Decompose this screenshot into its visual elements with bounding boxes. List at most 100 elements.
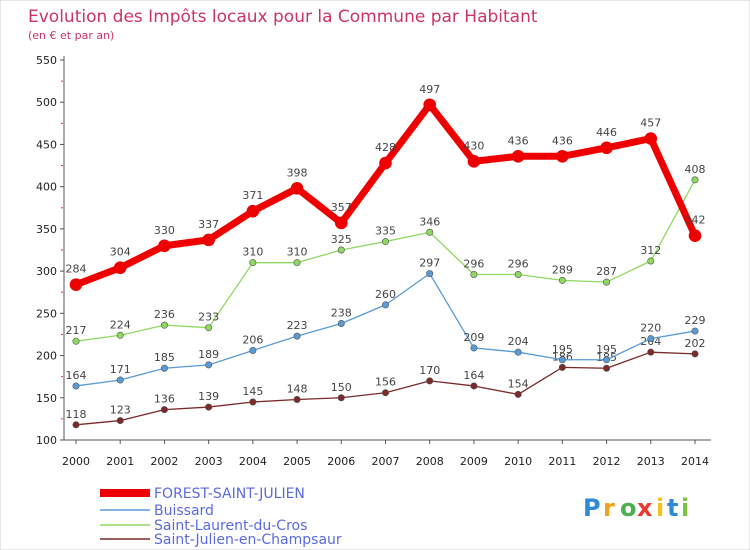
data-point	[290, 182, 304, 195]
data-label: 204	[508, 335, 529, 348]
y-tick-label: 200	[36, 350, 57, 363]
data-point	[160, 321, 168, 329]
data-point	[688, 229, 702, 242]
data-point	[603, 356, 611, 364]
data-label: 206	[242, 333, 263, 346]
data-point	[249, 346, 257, 354]
logo-letter: P	[583, 494, 601, 522]
logo-letter: t	[667, 494, 678, 522]
data-label: 220	[640, 322, 661, 335]
data-label: 436	[552, 134, 573, 147]
data-label: 357	[331, 201, 352, 214]
data-point	[558, 276, 566, 284]
x-tick-label: 2001	[106, 455, 134, 468]
data-label: 238	[331, 306, 352, 319]
data-point	[381, 301, 389, 309]
data-point	[72, 421, 80, 429]
data-point	[426, 377, 434, 385]
data-point	[511, 149, 525, 163]
chart-subtitle: (en € et par an)	[28, 29, 114, 42]
x-tick-label: 2012	[593, 455, 621, 468]
x-tick-label: 2008	[416, 455, 444, 468]
y-tick-label: 500	[36, 96, 57, 109]
data-point	[691, 176, 699, 184]
data-point	[293, 259, 301, 267]
data-label: 330	[154, 224, 175, 237]
data-point	[379, 156, 392, 170]
x-tick-label: 2009	[460, 455, 488, 468]
data-label: 398	[287, 166, 308, 179]
logo-letter: x	[637, 494, 653, 522]
data-label: 189	[198, 348, 219, 361]
data-label: 428	[375, 141, 396, 154]
data-label: 223	[287, 319, 308, 332]
data-label: 118	[66, 408, 87, 421]
data-point	[249, 259, 257, 267]
logo-letter: i	[656, 494, 664, 522]
data-label: 123	[110, 404, 131, 417]
logo-letter: i	[681, 494, 689, 522]
data-label: 304	[110, 246, 131, 259]
legend-label: Saint-Laurent-du-Cros	[154, 518, 307, 534]
data-point	[116, 331, 124, 339]
y-tick-label: 350	[36, 223, 57, 236]
data-point	[202, 233, 215, 247]
data-label: 284	[66, 263, 87, 276]
data-point	[691, 350, 699, 358]
data-label: 337	[198, 218, 219, 231]
x-tick-label: 2010	[504, 455, 532, 468]
y-tick-label: 450	[36, 138, 57, 151]
data-label: 209	[463, 331, 484, 344]
data-point	[205, 324, 213, 332]
x-tick-label: 2000	[62, 455, 90, 468]
data-label: 335	[375, 225, 396, 238]
plot-area: 100 150 200 250 300 350 400 450 500 550 2000 2001 20…	[36, 54, 711, 468]
series-forest-saint-julien: 284 304 330 337 371 398 357 428 497 430 436 436 446 4…	[66, 83, 706, 291]
data-point	[514, 270, 522, 278]
data-label: 185	[154, 351, 175, 364]
legend: FOREST-SAINT-JULIENBuissardSaint-Laurent…	[100, 486, 342, 548]
data-point	[72, 337, 80, 345]
data-label: 289	[552, 263, 573, 276]
data-label: 139	[198, 390, 219, 403]
data-label: 236	[154, 308, 175, 321]
data-point	[337, 246, 345, 254]
data-point	[647, 257, 655, 265]
data-point	[381, 238, 389, 246]
x-tick-label: 2007	[372, 455, 400, 468]
y-tick-label: 300	[36, 265, 57, 278]
data-point	[647, 348, 655, 356]
data-label: 457	[640, 117, 661, 130]
data-label: 346	[419, 215, 440, 228]
data-point	[337, 394, 345, 402]
data-point	[603, 278, 611, 286]
data-label: 136	[154, 393, 175, 406]
data-point	[69, 278, 83, 291]
legend-label: Saint-Julien-en-Champsaur	[154, 532, 342, 548]
data-label: 170	[419, 364, 440, 377]
data-point	[423, 98, 437, 112]
data-label: 171	[110, 363, 131, 376]
chart-title: Evolution des Impôts locaux pour la Comm…	[28, 7, 538, 27]
data-point	[293, 395, 301, 403]
legend-entry: Saint-Laurent-du-Cros	[100, 518, 307, 534]
data-point	[113, 261, 127, 275]
data-point	[337, 319, 345, 327]
data-point	[72, 382, 80, 390]
data-point	[426, 270, 434, 278]
data-point	[160, 406, 168, 414]
data-point	[644, 132, 658, 145]
data-label: 446	[596, 126, 617, 139]
data-point	[470, 344, 478, 352]
data-point	[249, 398, 257, 406]
logo-letter: o	[620, 494, 637, 522]
y-tick-label: 100	[36, 434, 57, 447]
data-label: 342	[685, 214, 706, 227]
x-tick-label: 2004	[239, 455, 267, 468]
data-label: 296	[508, 257, 529, 270]
data-point	[470, 382, 478, 390]
data-label: 312	[640, 244, 661, 257]
y-tick-label: 250	[36, 307, 57, 320]
data-label: 154	[508, 377, 529, 390]
